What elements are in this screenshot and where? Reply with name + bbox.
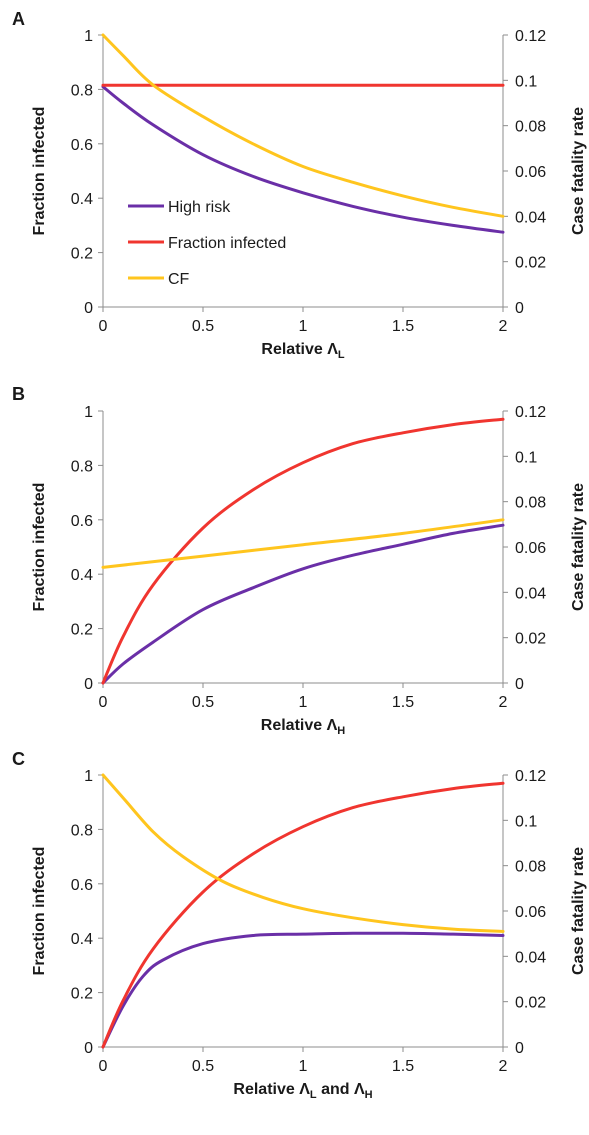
- y-tick-label: 0: [84, 300, 93, 317]
- x-tick-label: 2: [499, 1058, 508, 1075]
- y2-tick-label: 0.02: [515, 995, 546, 1012]
- x-tick-label: 0: [99, 1058, 108, 1075]
- x-axis-title-main: Relative Λ: [233, 1081, 310, 1098]
- x-tick-label: 0.5: [192, 318, 214, 335]
- x-axis-title: Relative ΛL and ΛH: [233, 1081, 372, 1101]
- x-axis-title-main: Relative Λ: [261, 341, 338, 358]
- y2-tick-label: 0.06: [515, 164, 546, 181]
- y-tick-label: 0.4: [71, 931, 93, 948]
- y2-tick-label: 0: [515, 1040, 524, 1057]
- y-tick-label: 0.4: [71, 191, 93, 208]
- x-tick-label: 0.5: [192, 694, 214, 711]
- legend-label: High risk: [168, 199, 231, 216]
- y-tick-label: 0.6: [71, 137, 93, 154]
- x-axis-title: Relative ΛH: [261, 717, 345, 737]
- chart-panel-a: A 0 0.2 0.4 0.6 0.8 1 0 0.02 0.04 0.06 0.08 0.1 0.12 0…: [12, 9, 587, 361]
- y2-tick-label: 0.1: [515, 813, 537, 830]
- y2-tick-label: 0.08: [515, 859, 546, 876]
- x-tick-label: 1: [299, 1058, 308, 1075]
- y2-tick-label: 0: [515, 300, 524, 317]
- y2-tick-label: 0.06: [515, 540, 546, 557]
- series-line-fraction-infected: [101, 781, 505, 1049]
- y2-tick-label: 0.02: [515, 255, 546, 272]
- y2-tick-label: 0.12: [515, 28, 546, 45]
- y2-tick-label: 0.02: [515, 631, 546, 648]
- y-tick-label: 0.6: [71, 877, 93, 894]
- y2-tick-label: 0.04: [515, 209, 546, 226]
- y2-tick-label: 0.06: [515, 904, 546, 921]
- series-line-cf: [101, 773, 505, 933]
- y-tick-label: 1: [84, 28, 93, 45]
- x-tick-label: 1.5: [392, 318, 414, 335]
- y-tick-label: 1: [84, 768, 93, 785]
- chart-panel-b: B 0 0.2 0.4 0.6 0.8 1 0 0.02 0.04 0.06 0.08 0.1 0.12 0…: [12, 384, 587, 737]
- y2-tick-label: 0.12: [515, 768, 546, 785]
- y-axis-title: Fraction infected: [31, 483, 48, 612]
- y2-tick-label: 0.08: [515, 119, 546, 136]
- panel-label: C: [12, 749, 25, 769]
- x-axis-title-sub: L: [310, 1089, 317, 1101]
- y-tick-label: 0.6: [71, 513, 93, 530]
- x-axis-title-sub: H: [365, 1089, 373, 1101]
- chart-panel-c: C 0 0.2 0.4 0.6 0.8 1 0 0.02 0.04 0.06 0.08 0.1 0.12 0…: [12, 749, 587, 1101]
- x-axis-title-main: Relative Λ: [261, 717, 338, 734]
- x-tick-label: 0.5: [192, 1058, 214, 1075]
- y-tick-label: 1: [84, 404, 93, 421]
- x-axis-title-sub: H: [337, 725, 345, 737]
- legend-label: Fraction infected: [168, 235, 286, 252]
- y2-tick-label: 0: [515, 676, 524, 693]
- panel-label: A: [12, 9, 25, 29]
- x-tick-label: 1.5: [392, 694, 414, 711]
- y2-axis-title: Case fatality rate: [570, 483, 587, 611]
- y-axis-title: Fraction infected: [31, 847, 48, 976]
- series-line-cf: [101, 518, 505, 569]
- x-tick-label: 1: [299, 694, 308, 711]
- x-axis-title: Relative ΛL: [261, 341, 344, 361]
- y2-tick-label: 0.04: [515, 585, 546, 602]
- y-axis-title: Fraction infected: [31, 107, 48, 236]
- y2-tick-label: 0.04: [515, 949, 546, 966]
- y-tick-label: 0: [84, 1040, 93, 1057]
- x-axis-title-mid: and Λ: [317, 1081, 365, 1098]
- series-line-high-risk: [101, 523, 505, 685]
- y-tick-label: 0: [84, 676, 93, 693]
- y-tick-label: 0.4: [71, 567, 93, 584]
- x-tick-label: 0: [99, 694, 108, 711]
- y-tick-label: 0.2: [71, 986, 93, 1003]
- y2-axis-title: Case fatality rate: [570, 107, 587, 235]
- legend-label: CF: [168, 271, 190, 288]
- y-tick-label: 0.8: [71, 822, 93, 839]
- x-tick-label: 2: [499, 694, 508, 711]
- y-tick-label: 0.8: [71, 458, 93, 475]
- series-line-high-risk: [101, 85, 505, 234]
- y2-tick-label: 0.1: [515, 73, 537, 90]
- x-tick-label: 1: [299, 318, 308, 335]
- y-tick-label: 0.8: [71, 82, 93, 99]
- series-line-cf: [101, 33, 505, 218]
- y2-tick-label: 0.12: [515, 404, 546, 421]
- y2-axis-title: Case fatality rate: [570, 847, 587, 975]
- y2-tick-label: 0.1: [515, 449, 537, 466]
- x-axis-title-sub: L: [338, 349, 345, 361]
- x-tick-label: 0: [99, 318, 108, 335]
- y-tick-label: 0.2: [71, 246, 93, 263]
- series-line-fraction-infected: [101, 417, 505, 685]
- x-tick-label: 2: [499, 318, 508, 335]
- y-tick-label: 0.2: [71, 622, 93, 639]
- legend: High risk Fraction infected CF: [128, 199, 286, 288]
- series-line-high-risk: [101, 931, 505, 1049]
- y2-tick-label: 0.08: [515, 495, 546, 512]
- panel-label: B: [12, 384, 25, 404]
- x-tick-label: 1.5: [392, 1058, 414, 1075]
